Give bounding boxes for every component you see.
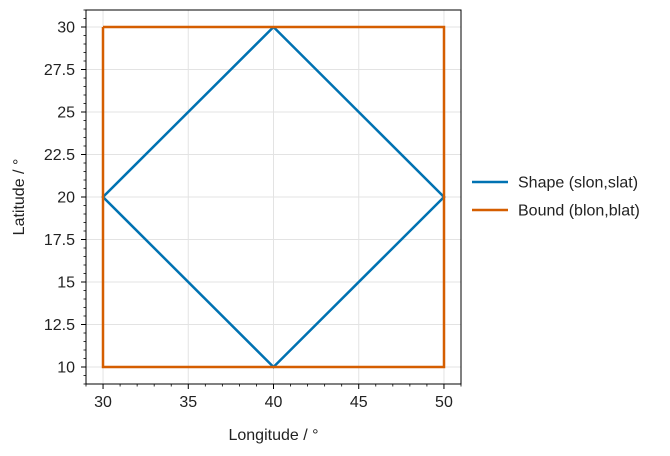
y-axis-label: Latitude / ° xyxy=(11,159,28,236)
x-tick-label: 30 xyxy=(94,394,112,411)
legend-label-shape: Shape (slon,slat) xyxy=(518,175,638,192)
y-tick-label: 30 xyxy=(57,20,75,37)
x-tick-label: 35 xyxy=(179,394,197,411)
y-tick-label: 20 xyxy=(57,190,75,207)
legend-label-bound: Bound (blon,blat) xyxy=(518,203,640,220)
y-tick-label: 22.5 xyxy=(44,147,75,164)
legend: Shape (slon,slat) Bound (blon,blat) xyxy=(472,175,640,220)
x-tick-label: 50 xyxy=(435,394,453,411)
grid xyxy=(86,10,461,384)
tick-labels: 30 35 40 45 50 10 12.5 15 17.5 20 22.5 25 27.5 30 xyxy=(44,20,453,412)
y-tick-label: 17.5 xyxy=(44,232,75,249)
y-tick-label: 10 xyxy=(57,360,75,377)
x-axis-label: Longitude / ° xyxy=(228,427,318,444)
y-tick-label: 25 xyxy=(57,105,75,122)
y-tick-label: 15 xyxy=(57,275,75,292)
series-line xyxy=(101,25,446,369)
y-tick-label: 27.5 xyxy=(44,62,75,79)
x-tick-label: 45 xyxy=(350,394,368,411)
axis-ticks xyxy=(81,9,462,389)
x-tick-label: 40 xyxy=(265,394,283,411)
y-tick-label: 12.5 xyxy=(44,317,75,334)
series-layer xyxy=(101,25,446,369)
